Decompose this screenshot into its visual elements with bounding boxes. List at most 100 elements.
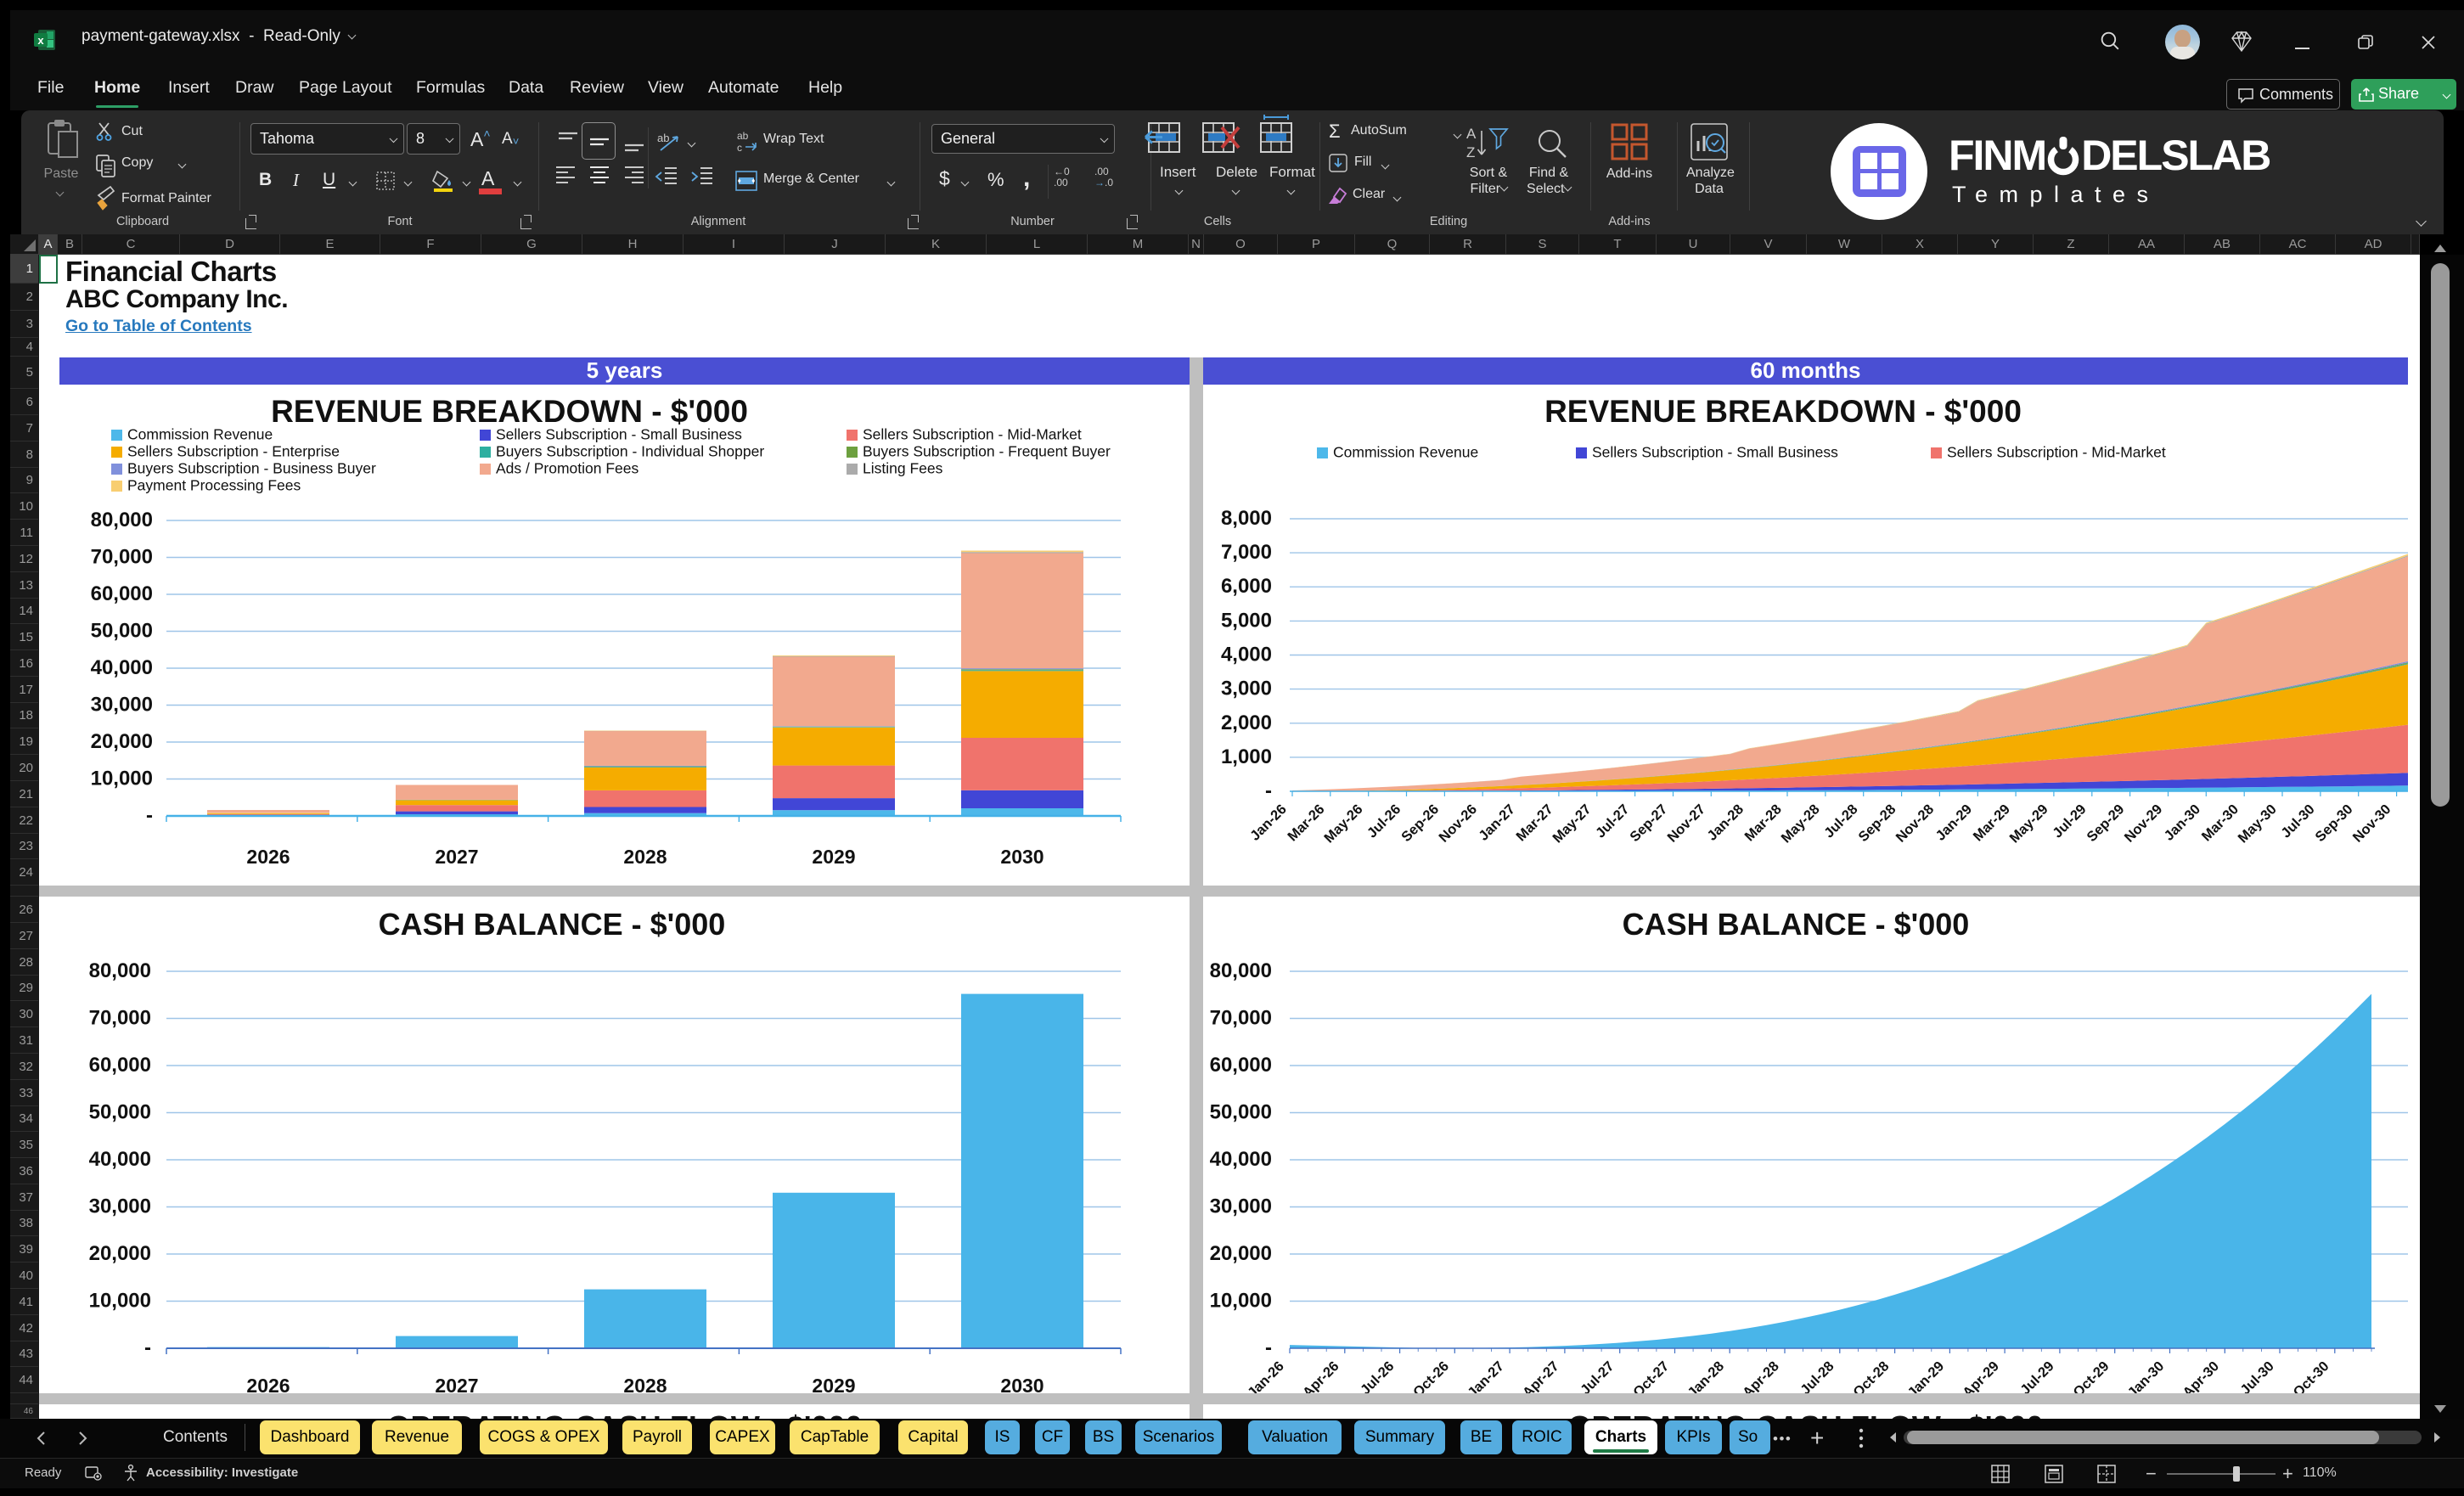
svg-text:8,000: 8,000: [1221, 507, 1272, 530]
svg-text:10,000: 10,000: [1210, 1290, 1272, 1313]
svg-text:60,000: 60,000: [91, 582, 153, 605]
svg-text:Apr-30: Apr-30: [2180, 1358, 2222, 1393]
svg-text:2027: 2027: [435, 1375, 478, 1393]
svg-text:80,000: 80,000: [1210, 959, 1272, 982]
svg-text:Commission Revenue: Commission Revenue: [1333, 444, 1478, 461]
svg-text:Mar-26: Mar-26: [1285, 801, 1327, 844]
svg-text:50,000: 50,000: [89, 1101, 151, 1124]
svg-text:Payment Processing Fees: Payment Processing Fees: [127, 477, 301, 494]
svg-text:Jul-28: Jul-28: [1797, 1358, 1837, 1393]
svg-text:Oct-26: Oct-26: [1410, 1358, 1452, 1393]
svg-text:Buyers Subscription - Business: Buyers Subscription - Business Buyer: [127, 460, 376, 477]
svg-text:50,000: 50,000: [91, 620, 153, 643]
svg-text:2,000: 2,000: [1221, 711, 1272, 734]
svg-text:Mar-29: Mar-29: [1971, 801, 2013, 844]
svg-text:30,000: 30,000: [1210, 1195, 1272, 1218]
svg-text:Sep-30: Sep-30: [2313, 801, 2356, 845]
svg-text:Listing Fees: Listing Fees: [863, 460, 943, 477]
svg-text:10,000: 10,000: [89, 1290, 151, 1313]
svg-text:2028: 2028: [623, 846, 667, 868]
svg-text:40,000: 40,000: [89, 1148, 151, 1171]
svg-text:Jul-28: Jul-28: [1821, 801, 1860, 841]
svg-text:2026: 2026: [246, 846, 290, 868]
svg-text:c: c: [737, 142, 742, 154]
svg-text:Sellers Subscription - Mid-Mar: Sellers Subscription - Mid-Market: [1947, 444, 2166, 461]
svg-text:3,000: 3,000: [1221, 678, 1272, 700]
svg-text:Jan-30: Jan-30: [2161, 801, 2203, 844]
svg-text:Jul-29: Jul-29: [2017, 1358, 2056, 1393]
svg-text:10,000: 10,000: [91, 768, 153, 790]
svg-text:Mar-27: Mar-27: [1513, 801, 1555, 844]
svg-text:80,000: 80,000: [89, 959, 151, 982]
svg-text:Nov-28: Nov-28: [1893, 801, 1938, 846]
svg-text:May-28: May-28: [1778, 801, 1822, 846]
svg-text:Apr-27: Apr-27: [1520, 1358, 1562, 1393]
svg-text:Buyers Subscription - Individu: Buyers Subscription - Individual Shopper: [496, 443, 764, 460]
svg-text:40,000: 40,000: [1210, 1148, 1272, 1171]
svg-text:60,000: 60,000: [89, 1054, 151, 1077]
svg-text:Nov-26: Nov-26: [1436, 801, 1480, 846]
svg-text:Mar-30: Mar-30: [2199, 801, 2242, 844]
svg-text:Jan-27: Jan-27: [1465, 1358, 1507, 1393]
svg-text:-: -: [146, 804, 153, 827]
svg-text:Nov-29: Nov-29: [2122, 801, 2166, 846]
svg-text:Jan-30: Jan-30: [2125, 1358, 2168, 1393]
svg-text:Sep-28: Sep-28: [1855, 801, 1899, 845]
svg-text:20,000: 20,000: [89, 1242, 151, 1265]
svg-text:Apr-28: Apr-28: [1740, 1358, 1782, 1393]
svg-text:Sellers Subscription - Enterpr: Sellers Subscription - Enterprise: [127, 443, 340, 460]
svg-text:Oct-29: Oct-29: [2070, 1358, 2112, 1393]
svg-text:REVENUE BREAKDOWN - $'000: REVENUE BREAKDOWN - $'000: [1544, 394, 2022, 429]
svg-text:2030: 2030: [1000, 846, 1044, 868]
svg-text:Nov-30: Nov-30: [2350, 801, 2394, 846]
svg-text:May-27: May-27: [1550, 801, 1594, 846]
svg-text:Jan-27: Jan-27: [1476, 801, 1518, 844]
svg-text:ab: ab: [657, 132, 669, 144]
svg-text:Sellers Subscription - Mid-Mar: Sellers Subscription - Mid-Market: [863, 426, 1082, 443]
svg-text:Jan-26: Jan-26: [1247, 801, 1290, 844]
svg-text:Jan-29: Jan-29: [1905, 1358, 1948, 1393]
svg-text:Jan-26: Jan-26: [1245, 1358, 1287, 1393]
svg-text:5,000: 5,000: [1221, 609, 1272, 632]
svg-text:REVENUE BREAKDOWN - $'000: REVENUE BREAKDOWN - $'000: [271, 394, 748, 429]
svg-text:May-29: May-29: [2006, 801, 2051, 846]
svg-text:70,000: 70,000: [91, 546, 153, 569]
svg-text:-: -: [1265, 1336, 1272, 1359]
svg-text:Commission Revenue: Commission Revenue: [127, 426, 273, 443]
svg-text:Sellers Subscription - Small B: Sellers Subscription - Small Business: [1592, 444, 1838, 461]
svg-text:20,000: 20,000: [91, 730, 153, 753]
svg-text:May-30: May-30: [2236, 801, 2280, 846]
svg-text:x: x: [37, 34, 44, 47]
svg-text:Apr-29: Apr-29: [1960, 1358, 2002, 1393]
svg-text:Jan-29: Jan-29: [1932, 801, 1975, 844]
svg-text:30,000: 30,000: [91, 694, 153, 717]
svg-text:50,000: 50,000: [1210, 1101, 1272, 1124]
svg-text:Mar-28: Mar-28: [1741, 801, 1784, 844]
svg-text:2030: 2030: [1000, 1375, 1044, 1393]
svg-text:Ads / Promotion Fees: Ads / Promotion Fees: [496, 460, 639, 477]
svg-text:Jul-30: Jul-30: [2237, 1358, 2276, 1393]
svg-text:CASH BALANCE - $'000: CASH BALANCE - $'000: [379, 907, 726, 942]
svg-text:Nov-27: Nov-27: [1664, 801, 1708, 846]
svg-text:7,000: 7,000: [1221, 541, 1272, 564]
svg-text:Jul-26: Jul-26: [1358, 1358, 1397, 1393]
svg-text:Sep-26: Sep-26: [1398, 801, 1442, 845]
svg-text:30,000: 30,000: [89, 1195, 151, 1218]
svg-text:May-26: May-26: [1321, 801, 1365, 846]
svg-text:80,000: 80,000: [91, 509, 153, 531]
svg-text:Jul-29: Jul-29: [2050, 801, 2089, 841]
svg-text:20,000: 20,000: [1210, 1242, 1272, 1265]
svg-text:CASH BALANCE - $'000: CASH BALANCE - $'000: [1623, 907, 1970, 942]
svg-text:6,000: 6,000: [1221, 575, 1272, 598]
svg-text:Jul-26: Jul-26: [1364, 801, 1404, 841]
svg-text:Sep-29: Sep-29: [2084, 801, 2127, 845]
svg-text:Buyers Subscription - Frequent: Buyers Subscription - Frequent Buyer: [863, 443, 1111, 460]
svg-text:70,000: 70,000: [89, 1007, 151, 1030]
svg-text:Sep-27: Sep-27: [1627, 801, 1670, 845]
svg-text:2028: 2028: [623, 1375, 667, 1393]
svg-text:2026: 2026: [246, 1375, 290, 1393]
svg-text:60,000: 60,000: [1210, 1054, 1272, 1077]
svg-text:Apr-26: Apr-26: [1300, 1358, 1342, 1393]
svg-text:ab: ab: [737, 130, 749, 142]
svg-text:Jul-27: Jul-27: [1593, 801, 1632, 841]
